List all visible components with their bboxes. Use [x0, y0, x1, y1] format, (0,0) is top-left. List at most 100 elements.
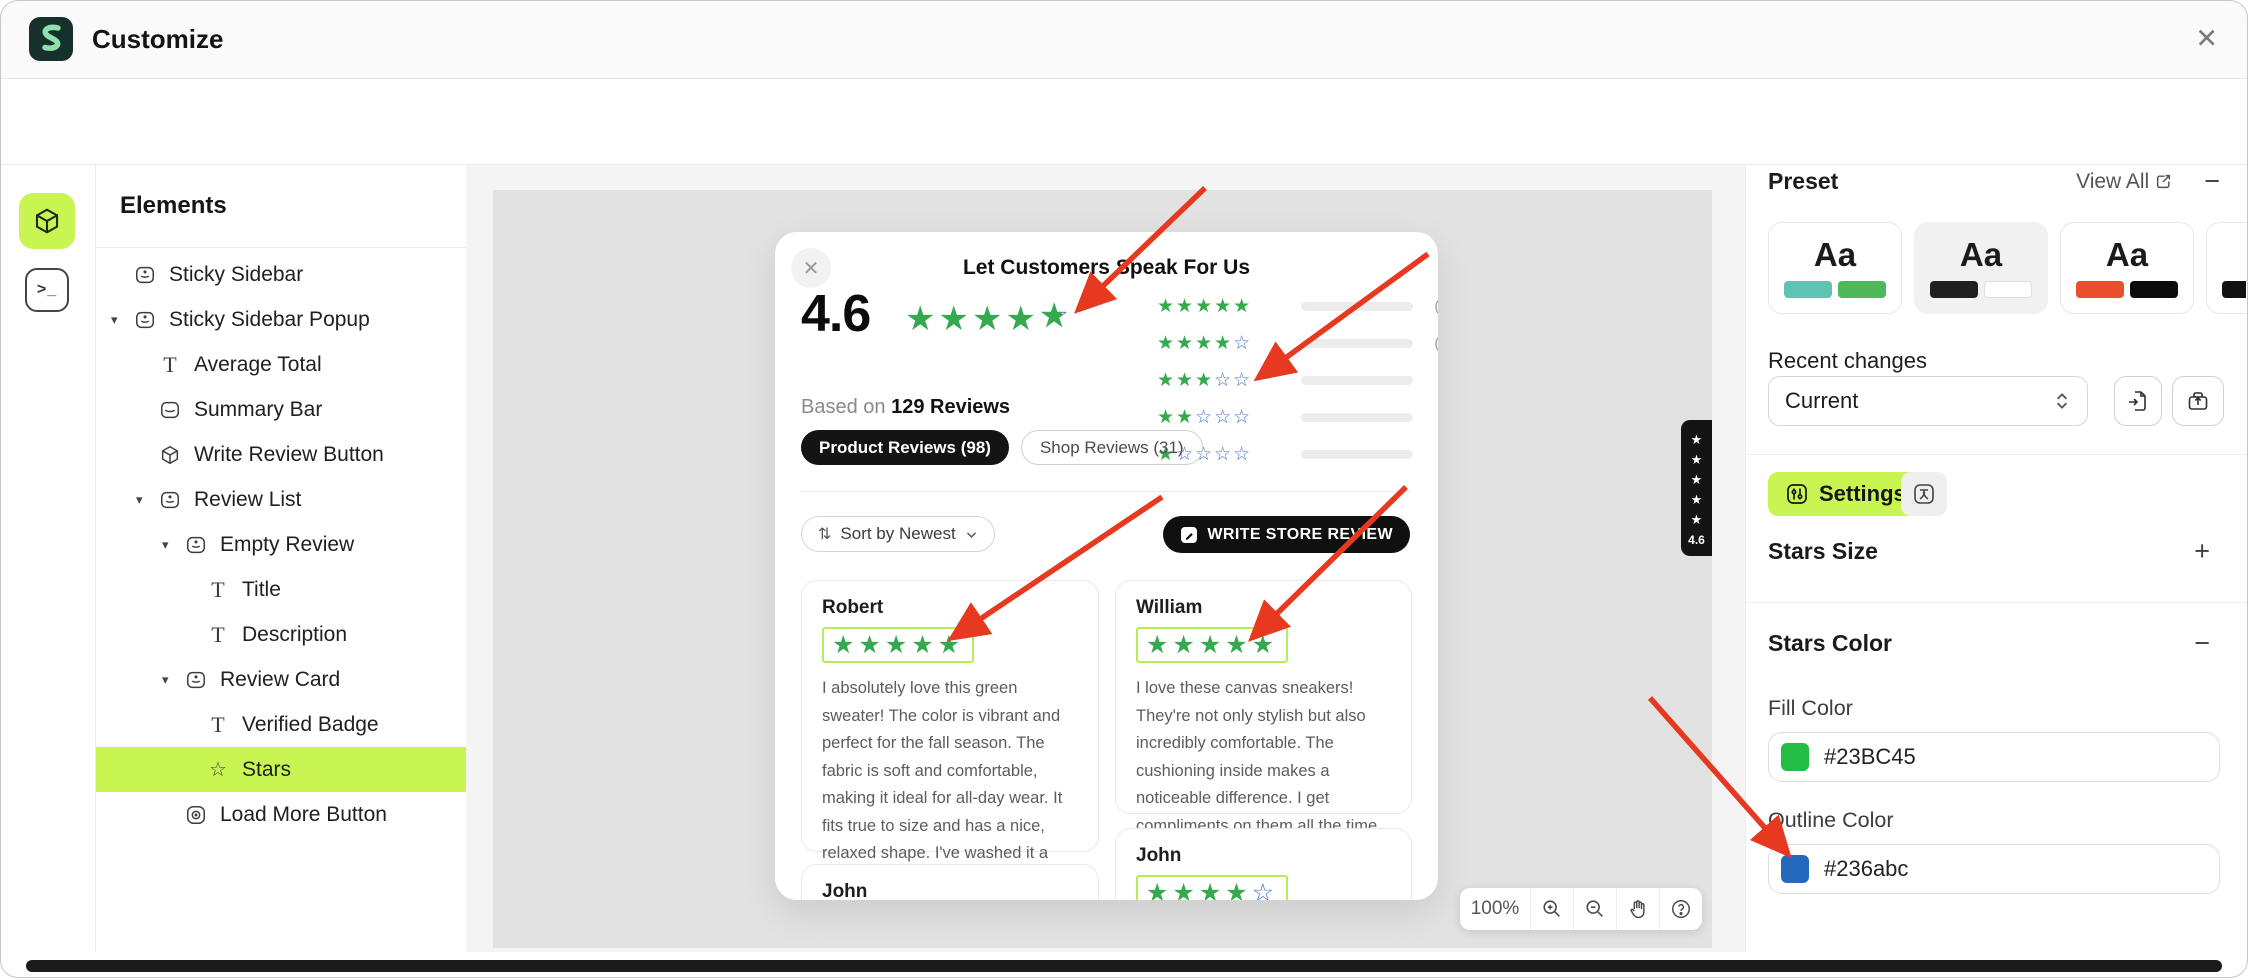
- stars-rating-selected[interactable]: ★★★★★: [1136, 627, 1289, 664]
- histogram-count: (0): [1423, 409, 1438, 426]
- average-score: 4.6: [801, 285, 871, 343]
- panel-divider: [1746, 454, 2248, 455]
- review-card-john-right: John ★★★★☆ This Men's T-shirt is a great…: [1115, 828, 1412, 900]
- canvas-area: ✕ Let Customers Speak For Us 4.6 ★★★★ ☆ ★ …: [466, 164, 1745, 952]
- filled-stars: ★★: [1157, 407, 1196, 428]
- review-text: I absolutely love this green sweater! Th…: [822, 679, 1063, 890]
- tree-item-sticky-sidebar-popup[interactable]: ▾ Sticky Sidebar Popup: [96, 297, 466, 342]
- close-icon[interactable]: ✕: [2195, 23, 2218, 54]
- stars-color-section-header[interactable]: Stars Color −: [1768, 630, 2210, 657]
- translate-tab-button[interactable]: [1901, 472, 1947, 516]
- outline-color-swatch[interactable]: [1781, 855, 1809, 883]
- tree-item-sticky-sidebar[interactable]: Sticky Sidebar: [96, 252, 466, 297]
- container-icon: [158, 398, 182, 422]
- stars-size-title: Stars Size: [1768, 538, 1878, 564]
- tree-item-label: Average Total: [194, 352, 322, 376]
- preset-title: Preset: [1768, 168, 1839, 194]
- filled-stars: ★★★: [1157, 370, 1215, 391]
- tree-item-load-more-button[interactable]: Load More Button: [96, 792, 466, 837]
- caret-down-icon[interactable]: ▾: [136, 491, 143, 507]
- window-bottom-edge: [26, 960, 2222, 972]
- tree-item-label: Review List: [194, 487, 302, 511]
- histogram-row-2: ★★☆☆☆ (0): [1157, 399, 1438, 436]
- sort-dropdown[interactable]: ⇅ Sort by Newest: [801, 516, 995, 552]
- zoom-out-button[interactable]: [1573, 888, 1616, 930]
- outline-color-input[interactable]: #236abc: [1768, 844, 2220, 894]
- write-store-review-button[interactable]: WRITE STORE REVIEW: [1163, 516, 1410, 553]
- preset-card-4[interactable]: Aa: [2206, 222, 2246, 314]
- cube-icon: [158, 443, 182, 467]
- caret-down-icon[interactable]: ▾: [111, 311, 118, 327]
- tree-item-write-review-button[interactable]: Write Review Button: [96, 432, 466, 477]
- popup-divider: [801, 491, 1412, 492]
- panel-divider: [1746, 602, 2248, 603]
- settings-tab-button[interactable]: Settings: [1768, 472, 1923, 516]
- review-card-william: William ★★★★★ I love these canvas sneake…: [1115, 580, 1412, 900]
- based-on-text: Based on 129 Reviews: [801, 396, 1011, 418]
- tree-item-average-total[interactable]: T Average Total: [96, 342, 466, 387]
- title-bar: Customize ✕: [0, 0, 2248, 79]
- zoom-controls: 100%: [1460, 888, 1702, 930]
- tree-item-description[interactable]: T Description: [96, 612, 466, 657]
- tab-product-reviews[interactable]: Product Reviews (98): [801, 430, 1009, 465]
- histogram-bar: [1301, 450, 1413, 459]
- container-icon: [133, 308, 157, 332]
- load-more-icon: [184, 803, 208, 827]
- view-all-link[interactable]: View All: [2076, 170, 2172, 194]
- review-tabs: Product Reviews (98) Shop Reviews (31): [801, 430, 1203, 465]
- tree-item-review-card[interactable]: ▾ Review Card: [96, 657, 466, 702]
- pan-hand-button[interactable]: [1616, 888, 1659, 930]
- expand-section-icon[interactable]: +: [2194, 536, 2210, 566]
- collapse-section-icon[interactable]: −: [2194, 628, 2210, 658]
- fill-color-swatch[interactable]: [1781, 743, 1809, 771]
- sliders-icon: [1785, 482, 1809, 506]
- preset-card-3[interactable]: Aa: [2060, 222, 2194, 314]
- tree-item-title[interactable]: T Title: [96, 567, 466, 612]
- recent-changes-select[interactable]: Current: [1768, 376, 2088, 426]
- stars-rating-selected[interactable]: ★★★★☆: [1136, 875, 1289, 900]
- review-card-john-left: John ★★★★★: [801, 864, 1099, 900]
- stars-rating-selected[interactable]: ★★★★★: [822, 627, 975, 664]
- zoom-in-button[interactable]: [1530, 888, 1573, 930]
- collapse-section-icon[interactable]: −: [2204, 166, 2220, 196]
- rail-divider: [95, 78, 96, 952]
- container-icon: [184, 533, 208, 557]
- tree-item-label: Stars: [242, 757, 292, 781]
- tree-item-summary-bar[interactable]: Summary Bar: [96, 387, 466, 432]
- average-stars: ★★★★ ☆ ★: [905, 296, 1076, 339]
- color-swatch: [1784, 281, 1832, 298]
- review-card-robert: Robert ★★★★★ I absolutely love this gree…: [801, 580, 1099, 890]
- box-upload-icon: [2186, 389, 2210, 413]
- stars-size-section-header[interactable]: Stars Size +: [1768, 538, 2210, 565]
- preset-card-1[interactable]: Aa: [1768, 222, 1902, 314]
- reviews-popup-preview: ✕ Let Customers Speak For Us 4.6 ★★★★ ☆ ★ …: [775, 232, 1438, 900]
- reviewer-name: William: [1136, 597, 1203, 618]
- tree-item-review-list[interactable]: ▾ Review List: [96, 477, 466, 522]
- tree-item-verified-badge[interactable]: T Verified Badge: [96, 702, 466, 747]
- fill-color-input[interactable]: #23BC45: [1768, 732, 2220, 782]
- preview-artboard[interactable]: ✕ Let Customers Speak For Us 4.6 ★★★★ ☆ ★ …: [493, 190, 1712, 948]
- tree-item-label: Write Review Button: [194, 442, 384, 466]
- tree-item-stars[interactable]: ☆ Stars: [96, 747, 466, 792]
- popup-close-icon[interactable]: ✕: [791, 248, 831, 288]
- preset-card-2[interactable]: Aa: [1914, 222, 2048, 314]
- outline-stars: ☆☆☆: [1195, 407, 1253, 428]
- console-rail-button[interactable]: >_: [25, 268, 69, 312]
- elements-rail-button[interactable]: [19, 193, 75, 249]
- text-icon: T: [211, 621, 225, 647]
- tree-item-empty-review[interactable]: ▾ Empty Review: [96, 522, 466, 567]
- restore-version-button[interactable]: [2114, 376, 2162, 426]
- export-version-button[interactable]: [2172, 376, 2224, 426]
- filled-stars: ★: [1157, 444, 1177, 465]
- caret-down-icon[interactable]: ▾: [162, 536, 169, 552]
- caret-down-icon[interactable]: ▾: [162, 671, 169, 687]
- sticky-sidebar-tab[interactable]: ★ ★ ★ ★ ★ 4.6: [1681, 420, 1712, 556]
- tree-item-label: Empty Review: [220, 532, 355, 556]
- tree-item-label: Sticky Sidebar: [169, 262, 304, 286]
- help-button[interactable]: [1659, 888, 1702, 930]
- tab-shop-reviews[interactable]: Shop Reviews (31): [1020, 430, 1203, 465]
- color-swatch: [2076, 281, 2124, 298]
- partial-star-icon: ☆ ★: [1038, 297, 1073, 335]
- histogram-bar: [1301, 339, 1413, 348]
- preset-sample-text: Aa: [1959, 236, 2003, 273]
